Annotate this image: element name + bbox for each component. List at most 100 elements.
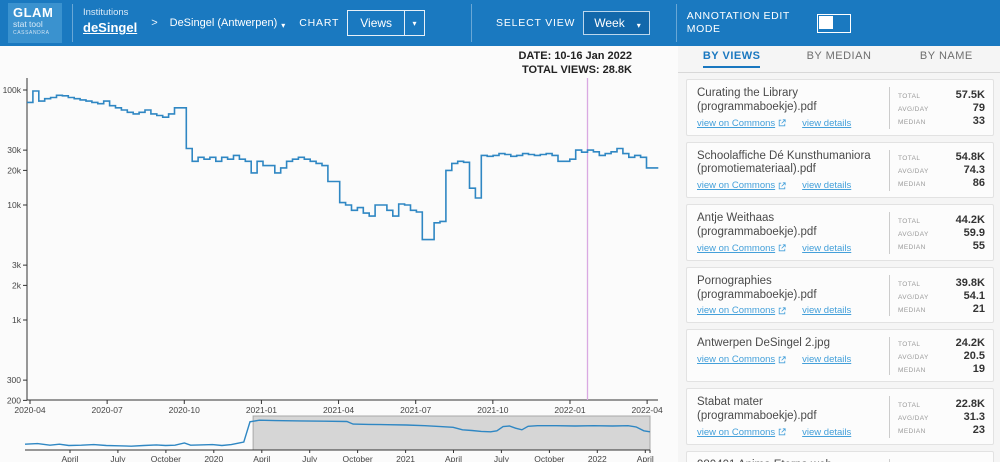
context-tick-label: 2021 [396,454,415,462]
context-line [24,419,651,447]
median-label: MEDIAN [898,243,926,251]
tooltip-total-views: TOTAL VIEWS: 28.8K [521,63,632,76]
file-name: Schoolaffiche Dé Kunsthumaniora (promoti… [697,149,871,176]
stat-median: MEDIAN 55 [898,240,985,252]
context-tick-label: October [534,454,564,462]
file-links: view on Commons view details [697,305,882,316]
view-on-commons-link[interactable]: view on Commons [697,305,786,316]
toggle-knob [818,15,833,29]
avg-day-label: AVG/DAY [898,230,929,238]
y-tick-label: 100k [3,85,22,95]
file-sort-tabs: BY VIEWS BY MEDIAN BY NAME [678,46,1000,73]
x-tick-label: 2020-04 [14,405,45,415]
median-value: 19 [972,363,985,376]
view-on-commons-label: view on Commons [697,426,776,438]
total-label: TOTAL [898,341,921,349]
external-link-icon [778,307,786,315]
view-details-link[interactable]: view details [802,242,852,254]
view-details-link[interactable]: view details [802,305,852,317]
chart-tooltip: DATE: 10-16 Jan 2022 TOTAL VIEWS: 28.8K [300,50,632,78]
stat-median: MEDIAN 23 [898,424,985,436]
external-link-icon [778,244,786,252]
median-value: 21 [972,302,985,315]
view-details-link[interactable]: view details [802,180,852,192]
view-on-commons-label: view on Commons [697,180,776,192]
stat-avg-day: AVG/DAY 59.9 [898,227,985,239]
tab-by-median[interactable]: BY MEDIAN [785,46,892,72]
view-details-link[interactable]: view details [802,117,852,129]
file-card: 980401 Anima Eterna web (programmaboekje… [686,450,994,462]
view-details-link[interactable]: view details [802,426,852,438]
view-on-commons-link[interactable]: view on Commons [697,118,786,129]
total-value: 24.2K [955,337,985,350]
y-tick-label: 10k [7,200,21,210]
view-on-commons-link[interactable]: view on Commons [697,243,786,254]
median-label: MEDIAN [898,367,926,375]
file-stats: TOTAL 44.2K AVG/DAY 59.9 MEDIAN 55 [889,212,985,254]
tab-label: BY MEDIAN [806,50,872,62]
avg-day-value: 79 [972,101,985,114]
stat-median: MEDIAN 21 [898,303,985,315]
file-card: Curating the Library (programmaboekje).p… [686,79,994,136]
logo-subtitle: stat tool [13,19,43,29]
institution-dropdown[interactable]: DeSingel (Antwerpen) ▾ [169,17,286,30]
annotation-edit-toggle[interactable] [816,13,851,33]
chart-type-dropdown[interactable]: Views ▾ [347,10,426,36]
total-value: 54.8K [955,151,985,164]
stat-total: TOTAL 54.8K [898,151,985,163]
context-tick-label: July [110,454,126,462]
select-view-dropdown[interactable]: Week ▾ [583,11,650,35]
view-on-commons-link[interactable]: view on Commons [697,354,786,365]
context-tick-label: October [342,454,372,462]
context-tick-label: July [302,454,318,462]
select-view-value: Week [594,16,625,30]
total-label: TOTAL [898,92,921,100]
x-tick-label: 2020-10 [169,405,200,415]
context-tick-label: 2020 [204,454,223,462]
total-value: 22.8K [955,398,985,411]
context-tick-label: October [151,454,181,462]
stat-avg-day: AVG/DAY 79 [898,102,985,114]
institution-link[interactable]: deSingel [83,20,138,36]
y-tick-label: 2k [12,280,22,290]
file-info: Pornographies (programmaboekje).pdf view … [697,275,882,317]
app-logo: GLAM stat tool CASSANDRA [8,3,62,43]
tab-by-name[interactable]: BY NAME [893,46,1000,72]
stat-avg-day: AVG/DAY 54.1 [898,290,985,302]
total-value: 39.8K [955,276,985,289]
external-link-icon [778,428,786,436]
context-tick-label: April [61,454,78,462]
y-tick-label: 30k [7,145,21,155]
stat-total: TOTAL 57.5K [898,89,985,101]
file-name: Antje Weithaas (programmaboekje).pdf [697,212,817,238]
tab-by-views[interactable]: BY VIEWS [678,46,785,72]
header-divider [72,4,73,42]
annotation-mode-label: ANNOTATION EDIT MODE [686,10,790,35]
stat-total: TOTAL 44.2K [898,214,985,226]
avg-day-value: 74.3 [963,164,985,177]
stat-avg-day: AVG/DAY 74.3 [898,164,985,176]
view-on-commons-label: view on Commons [697,117,776,129]
institution-dropdown-value: DeSingel (Antwerpen) [169,17,278,29]
file-card: Stabat mater (programmaboekje).pdf view o… [686,388,994,445]
tab-label: BY NAME [919,50,973,62]
header-divider [675,4,677,42]
external-link-icon [778,356,786,363]
file-links: view on Commons view details [697,180,882,191]
avg-day-label: AVG/DAY [898,168,929,176]
avg-day-label: AVG/DAY [898,105,929,113]
stat-total: TOTAL 24.2K [898,337,985,349]
view-on-commons-label: view on Commons [697,354,776,366]
view-on-commons-link[interactable]: view on Commons [697,427,786,438]
file-stats: TOTAL 54.8K AVG/DAY 74.3 MEDIAN 86 [889,149,985,192]
median-label: MEDIAN [898,181,926,189]
view-details-link[interactable]: view details [802,354,852,366]
chart-label: CHART [299,17,340,29]
x-tick-label: 2021-04 [323,405,354,415]
x-tick-label: 2022-01 [554,405,585,415]
stat-total: TOTAL20.8K [898,461,985,462]
file-name: Pornographies (programmaboekje).pdf [697,274,817,301]
stat-total: TOTAL 22.8K [898,398,985,410]
view-on-commons-link[interactable]: view on Commons [697,180,786,191]
